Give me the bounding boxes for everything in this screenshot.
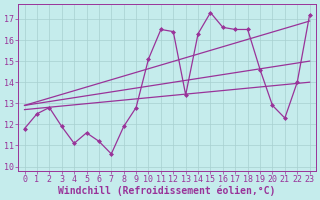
X-axis label: Windchill (Refroidissement éolien,°C): Windchill (Refroidissement éolien,°C) — [58, 185, 276, 196]
